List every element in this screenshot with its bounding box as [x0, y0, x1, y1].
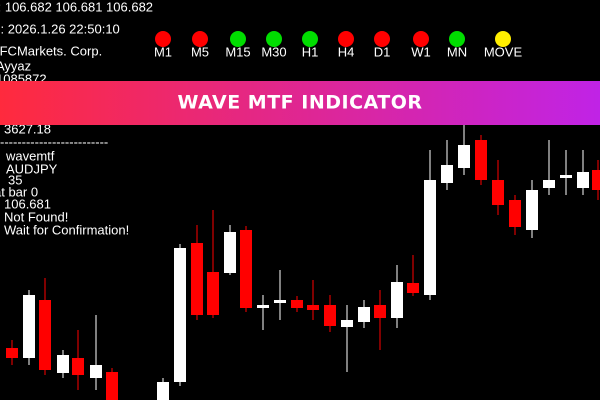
candle-body — [23, 295, 35, 358]
timeframe-label: MN — [447, 44, 467, 59]
info-line: at bar 0 — [0, 184, 38, 199]
candle-body — [240, 230, 252, 308]
candle-body — [157, 382, 169, 400]
timeframe-dot — [495, 31, 511, 47]
candle-body — [441, 165, 453, 183]
candle-body — [526, 190, 538, 230]
candle-body — [307, 305, 319, 310]
candle-body — [90, 365, 102, 378]
banner-title: WAVE MTF INDICATOR — [177, 92, 422, 114]
overlay-text: t: 106.682 106.681 106.682 s: 2026.1.26 2… — [0, 0, 522, 237]
candle-body — [174, 248, 186, 382]
candle-body — [577, 172, 589, 188]
timeframe-label: H1 — [302, 44, 319, 59]
timeframe-label: H4 — [338, 44, 355, 59]
candles — [6, 125, 600, 400]
candle-body — [374, 305, 386, 318]
header-line: s: 2026.1.26 22:50:10 — [0, 21, 120, 36]
candle-body — [509, 200, 521, 227]
candle-body — [257, 305, 269, 308]
candle-body — [341, 320, 353, 327]
info-line: Not Found! — [4, 209, 68, 224]
candle-body — [191, 243, 203, 315]
candle-body — [274, 300, 286, 303]
candle-body — [560, 175, 572, 178]
candle-body — [492, 180, 504, 205]
info-line: ------------------------- — [0, 134, 108, 149]
info-line: wavemtf — [5, 148, 55, 163]
info-line: 35 — [8, 172, 22, 187]
info-line: Wait for Confirmation! — [4, 222, 129, 237]
candle-body — [543, 180, 555, 188]
timeframe-label: M15 — [225, 44, 250, 59]
candle-body — [592, 170, 600, 190]
timeframe-label: MOVE — [484, 44, 523, 59]
timeframe-dot — [155, 31, 171, 47]
candle-body — [224, 232, 236, 273]
candle-body — [291, 300, 303, 308]
timeframe-label: W1 — [411, 44, 431, 59]
candle-body — [106, 372, 118, 400]
timeframe-label: D1 — [374, 44, 391, 59]
timeframe-label: M5 — [191, 44, 209, 59]
candle-body — [207, 272, 219, 315]
candle-body — [39, 300, 51, 370]
candle-body — [72, 358, 84, 375]
timeframe-dot — [413, 31, 429, 47]
timeframe-dot — [230, 31, 246, 47]
timeframe-label: M30 — [261, 44, 286, 59]
header-line: t: 106.682 106.681 106.682 — [0, 0, 153, 14]
candle-body — [424, 180, 436, 295]
info-line: 3627.18 — [4, 121, 51, 136]
timeframe-dot — [266, 31, 282, 47]
timeframe-dot — [374, 31, 390, 47]
candle-body — [475, 140, 487, 180]
candle-body — [407, 283, 419, 293]
candle-body — [391, 282, 403, 318]
timeframe-dot — [449, 31, 465, 47]
timeframe-label: M1 — [154, 44, 172, 59]
info-line: 106.681 — [4, 196, 51, 211]
candle-body — [57, 355, 69, 373]
candle-body — [458, 145, 470, 168]
banner — [0, 81, 600, 125]
candle-body — [324, 305, 336, 326]
header-line: Ayyaz — [0, 58, 31, 73]
header-line: IFCMarkets. Corp. — [0, 43, 102, 58]
candle-body — [358, 307, 370, 322]
timeframe-dot — [302, 31, 318, 47]
timeframe-dot — [338, 31, 354, 47]
info-line: AUDJPY — [6, 161, 58, 176]
candle-body — [6, 348, 18, 358]
timeframe-dot — [192, 31, 208, 47]
